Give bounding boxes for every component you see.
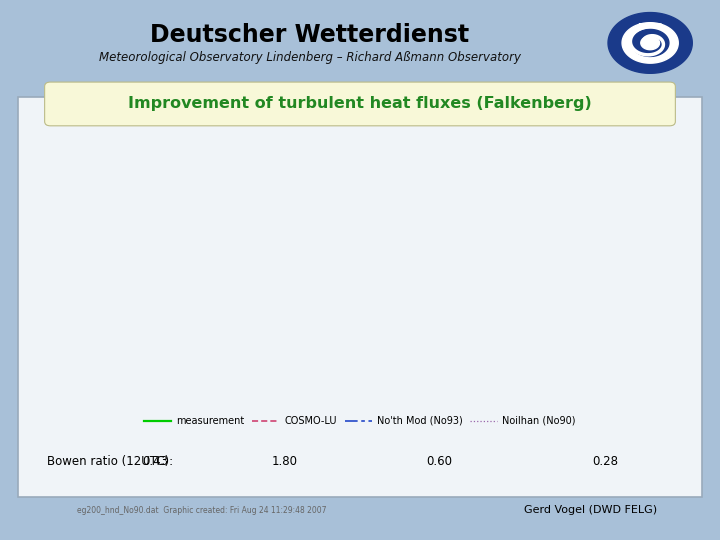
Text: 0.60: 0.60 — [426, 455, 452, 468]
Title: Latent heat flux May 2006: Latent heat flux May 2006 — [444, 126, 618, 139]
X-axis label: hours [UTC]: hours [UTC] — [176, 406, 238, 416]
Text: DWD: DWD — [636, 23, 664, 33]
Y-axis label: [W/m²]: [W/m²] — [26, 245, 35, 281]
Polygon shape — [608, 12, 693, 73]
Legend: measurement, COSMO-LU, No'th Mod (No93), Noilhan (No90): measurement, COSMO-LU, No'th Mod (No93),… — [140, 412, 580, 430]
Text: Gerd Vogel (DWD FELG): Gerd Vogel (DWD FELG) — [524, 505, 657, 515]
Text: Meteorological Observatory Lindenberg – Richard Aßmann Observatory: Meteorological Observatory Lindenberg – … — [99, 51, 521, 64]
Polygon shape — [641, 36, 660, 50]
Text: 0.28: 0.28 — [592, 455, 618, 468]
Text: 0.43: 0.43 — [142, 455, 168, 468]
Polygon shape — [631, 30, 669, 56]
Title: Sensible heat flux May 2006: Sensible heat flux May 2006 — [113, 126, 301, 139]
Polygon shape — [622, 23, 678, 63]
Text: Bowen ratio (12UTC):: Bowen ratio (12UTC): — [47, 455, 173, 468]
X-axis label: hours [UTC]: hours [UTC] — [500, 406, 562, 416]
Text: 1.80: 1.80 — [271, 455, 297, 468]
Text: Deutscher Wetterdienst: Deutscher Wetterdienst — [150, 23, 469, 47]
Text: eg200_hnd_No90.dat  Graphic created: Fri Aug 24 11:29:48 2007: eg200_hnd_No90.dat Graphic created: Fri … — [77, 506, 326, 515]
Text: Improvement of turbulent heat fluxes (Falkenberg): Improvement of turbulent heat fluxes (Fa… — [128, 96, 592, 111]
